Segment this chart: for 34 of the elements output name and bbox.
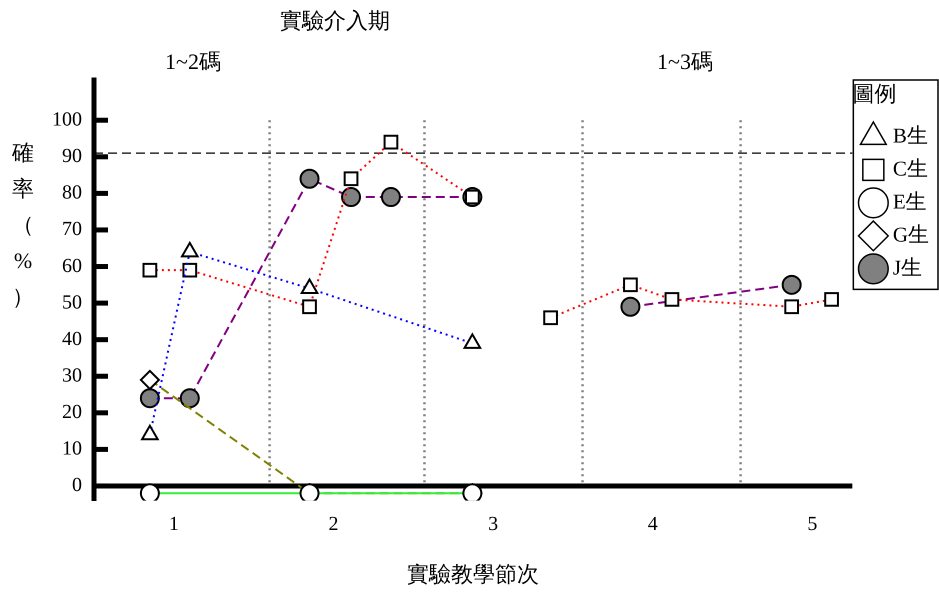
legend-title: 圖例 [852,80,896,106]
point [620,296,640,317]
point [180,388,200,408]
y-tick-label: 20 [62,401,82,424]
chart-title: 實驗介入期 [280,8,390,33]
y-tick-label: 90 [62,145,82,168]
x-tick-label: 3 [488,512,498,535]
legend-label: G生 [892,222,930,246]
y-tick-label: 10 [62,438,82,460]
text: 1~2碼 [165,48,221,74]
point [300,168,320,189]
y-tick-label: 0 [72,474,82,496]
legend-label: E生 [892,189,927,214]
x-tick-label: 1 [168,512,179,535]
y-axis-title: 確率（%） [12,139,34,311]
x-tick-label: 4 [648,512,658,535]
text: 1~3碼 [657,48,713,74]
y-tick-label: 100 [52,108,82,130]
y-tick-label: 40 [62,328,82,350]
point [341,187,362,208]
x-tick-label: 2 [328,512,338,535]
point [782,274,802,295]
legend-label: B生 [892,123,928,148]
x-axis-title: 實驗教學節次 [407,562,540,587]
y-tick-label: 60 [62,254,82,277]
x-tick-label: 5 [807,512,818,535]
legend-label: J生 [892,255,922,280]
legend-label: C生 [892,156,928,180]
y-tick-label: 80 [62,182,82,204]
y-tick-label: 70 [62,218,82,240]
y-tick-label: 30 [62,364,82,386]
point [140,388,160,408]
point [380,187,401,208]
y-tick-label: 50 [62,291,82,314]
